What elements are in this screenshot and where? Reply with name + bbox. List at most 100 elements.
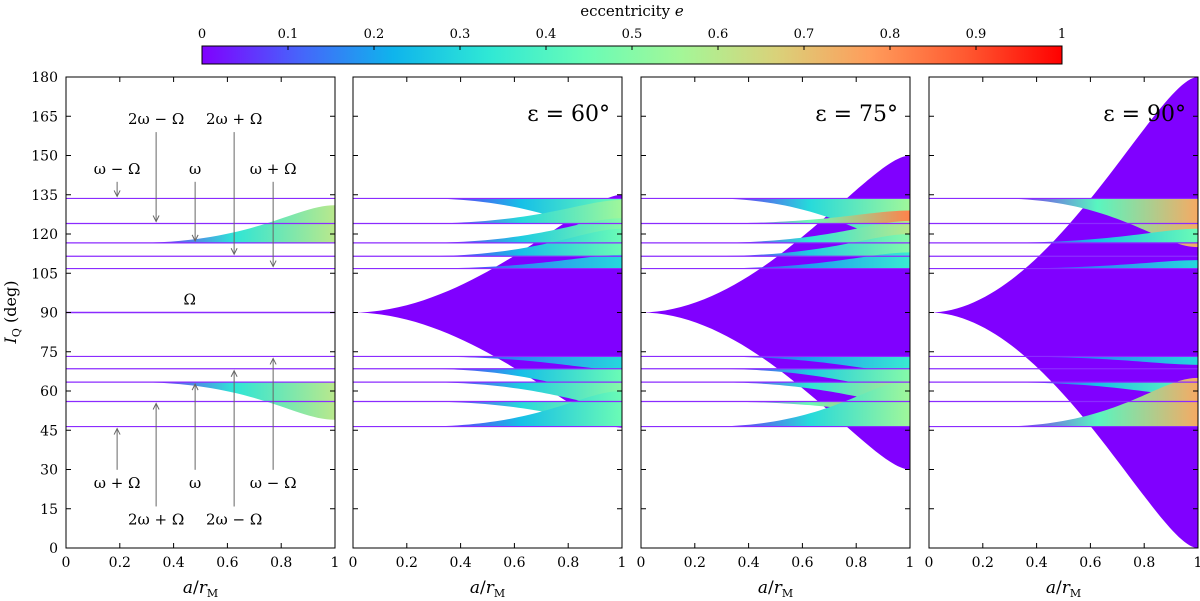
- resonance-annotation: ω − Ω: [94, 160, 141, 178]
- panels: 0 0.2 0.4 0.6 0.8 101530456075901051201351501…: [31, 70, 1200, 600]
- annotation-arrowhead: [152, 215, 160, 223]
- x-tick-label: 0: [62, 555, 71, 571]
- colorbar: eccentricity e 0 0.1 0.2 0.3 0.4 0.5 0.6 0.7 0.8…: [198, 2, 1066, 65]
- x-tick-label: 0.2: [684, 555, 706, 571]
- y-tick-label: 60: [40, 384, 58, 400]
- colorbar-tick-label: 0.5: [622, 27, 643, 42]
- eccentricity-band: [420, 356, 622, 371]
- colorbar-tick-label: 0.3: [450, 27, 471, 42]
- eccentricity-band: [708, 210, 910, 224]
- x-tick-label: 0.6: [791, 555, 813, 571]
- eccentricity-band: [420, 391, 622, 427]
- resonance-annotation: 2ω + Ω: [206, 110, 262, 128]
- eccentricity-band: [996, 260, 1198, 269]
- colorbar-ticks: 0 0.1 0.2 0.3 0.4 0.5 0.6 0.7 0.8 0.9 1: [198, 27, 1066, 50]
- panel-eps-0: 0 0.2 0.4 0.6 0.8 1 0 15 30 45 60 75 90 105 120 135 150 1…: [31, 70, 339, 600]
- y-tick-label: 90: [40, 306, 58, 322]
- colorbar-tick-label: 0.6: [708, 27, 729, 42]
- resonance-annotation: ω + Ω: [250, 160, 297, 178]
- eccentricity-band: [708, 356, 910, 373]
- y-tick-label: 180: [31, 70, 58, 86]
- x-tick-label: 0.4: [162, 555, 184, 571]
- eccentricity-band: [708, 368, 910, 391]
- annotation-arrowhead: [269, 260, 277, 268]
- resonance-annotation: ω: [189, 474, 201, 492]
- eccentricity-band: [133, 205, 335, 243]
- annotation-arrowhead: [113, 427, 121, 435]
- x-axis-label: a/rM: [183, 578, 218, 600]
- eccentricity-band: [708, 220, 910, 243]
- x-tick-label: 0.6: [1079, 555, 1101, 571]
- eccentricity-band: [420, 254, 622, 269]
- central-region: [929, 77, 1198, 548]
- panel-eps-75: 0 0.2 0.4 0.6 0.8 1 a/rM ε = 75°: [637, 76, 915, 600]
- annotation-arrowhead: [191, 382, 199, 391]
- panel-title: ε = 90°: [1103, 102, 1186, 127]
- panel-title: ε = 75°: [815, 102, 898, 127]
- x-tick-label: 0: [349, 555, 358, 571]
- annotation-arrowhead: [191, 234, 199, 243]
- eccentricity-band: [133, 382, 335, 420]
- x-tick-label: 0.2: [972, 555, 994, 571]
- x-tick-label: 0.4: [737, 555, 759, 571]
- annotation-arrowhead: [230, 369, 238, 377]
- annotation-arrowhead: [152, 402, 160, 410]
- eccentricity-band: [996, 356, 1198, 365]
- eccentricity-band: [996, 228, 1198, 243]
- y-tick-label: 150: [31, 149, 58, 165]
- colorbar-tick-label: 0.2: [364, 27, 385, 42]
- resonance-annotation: ω − Ω: [250, 474, 297, 492]
- x-tick-label: 0.8: [845, 555, 867, 571]
- y-axis-label: IQ (deg): [1, 281, 23, 345]
- y-tick-label: 15: [40, 502, 58, 518]
- colorbar-tick-label: 0.7: [794, 27, 815, 42]
- x-tick-label: 0.6: [216, 555, 238, 571]
- eccentricity-band: [708, 198, 910, 245]
- annotation-arrowhead: [269, 357, 277, 365]
- x-axis-label: a/rM: [470, 578, 505, 600]
- colorbar-tick-label: 1: [1058, 27, 1066, 42]
- y-tick-label: 120: [31, 227, 58, 243]
- x-tick-label: 0.4: [1025, 555, 1047, 571]
- eccentricity-band: [420, 382, 622, 407]
- colorbar-title: eccentricity e: [580, 2, 684, 20]
- x-tick-label: 1: [906, 555, 915, 571]
- annotation-arrowhead: [113, 190, 121, 198]
- x-axis-label: a/rM: [1046, 578, 1081, 600]
- panel-eps-90: 0 0.2 0.4 0.6 0.8 1 a/rM ε = 90°: [925, 76, 1200, 600]
- y-tick-label: 0: [49, 541, 58, 557]
- x-tick-label: 0.2: [109, 555, 131, 571]
- x-tick-label: 0.8: [270, 555, 292, 571]
- y-tick-label: 165: [31, 109, 58, 125]
- eccentricity-band: [996, 198, 1198, 248]
- resonance-annotation: ω: [189, 160, 201, 178]
- resonance-annotation: 2ω + Ω: [128, 510, 184, 528]
- colorbar-tick-label: 0: [198, 27, 206, 42]
- colorbar-tick-label: 0.8: [880, 27, 901, 42]
- y-tick-label: 135: [31, 188, 58, 204]
- eccentricity-band: [708, 234, 910, 257]
- annotation-arrowhead: [230, 248, 238, 256]
- x-tick-label: 0: [637, 555, 646, 571]
- panel-title: ε = 60°: [527, 102, 610, 127]
- x-tick-label: 0.6: [503, 555, 525, 571]
- eccentricity-band: [420, 218, 622, 243]
- x-tick-label: 1: [618, 555, 627, 571]
- y-tick-label: 30: [40, 463, 58, 479]
- eccentricity-band: [420, 199, 622, 224]
- y-tick-label: 75: [40, 345, 58, 361]
- eccentricity-band: [708, 252, 910, 269]
- x-tick-label: 0.8: [557, 555, 579, 571]
- eccentricity-band: [420, 228, 622, 257]
- resonance-annotation: Ω: [184, 291, 196, 309]
- x-tick-label: 1: [1194, 555, 1200, 571]
- eccentricity-band: [708, 380, 910, 427]
- eccentricity-band: [996, 377, 1198, 427]
- y-tick-label: 45: [40, 423, 58, 439]
- y-tick-label: 105: [31, 266, 58, 282]
- resonance-annotation: 2ω − Ω: [128, 110, 184, 128]
- x-tick-label: 0.4: [449, 555, 471, 571]
- x-tick-label: 0.8: [1133, 555, 1155, 571]
- colorbar-tick-label: 0.4: [536, 27, 557, 42]
